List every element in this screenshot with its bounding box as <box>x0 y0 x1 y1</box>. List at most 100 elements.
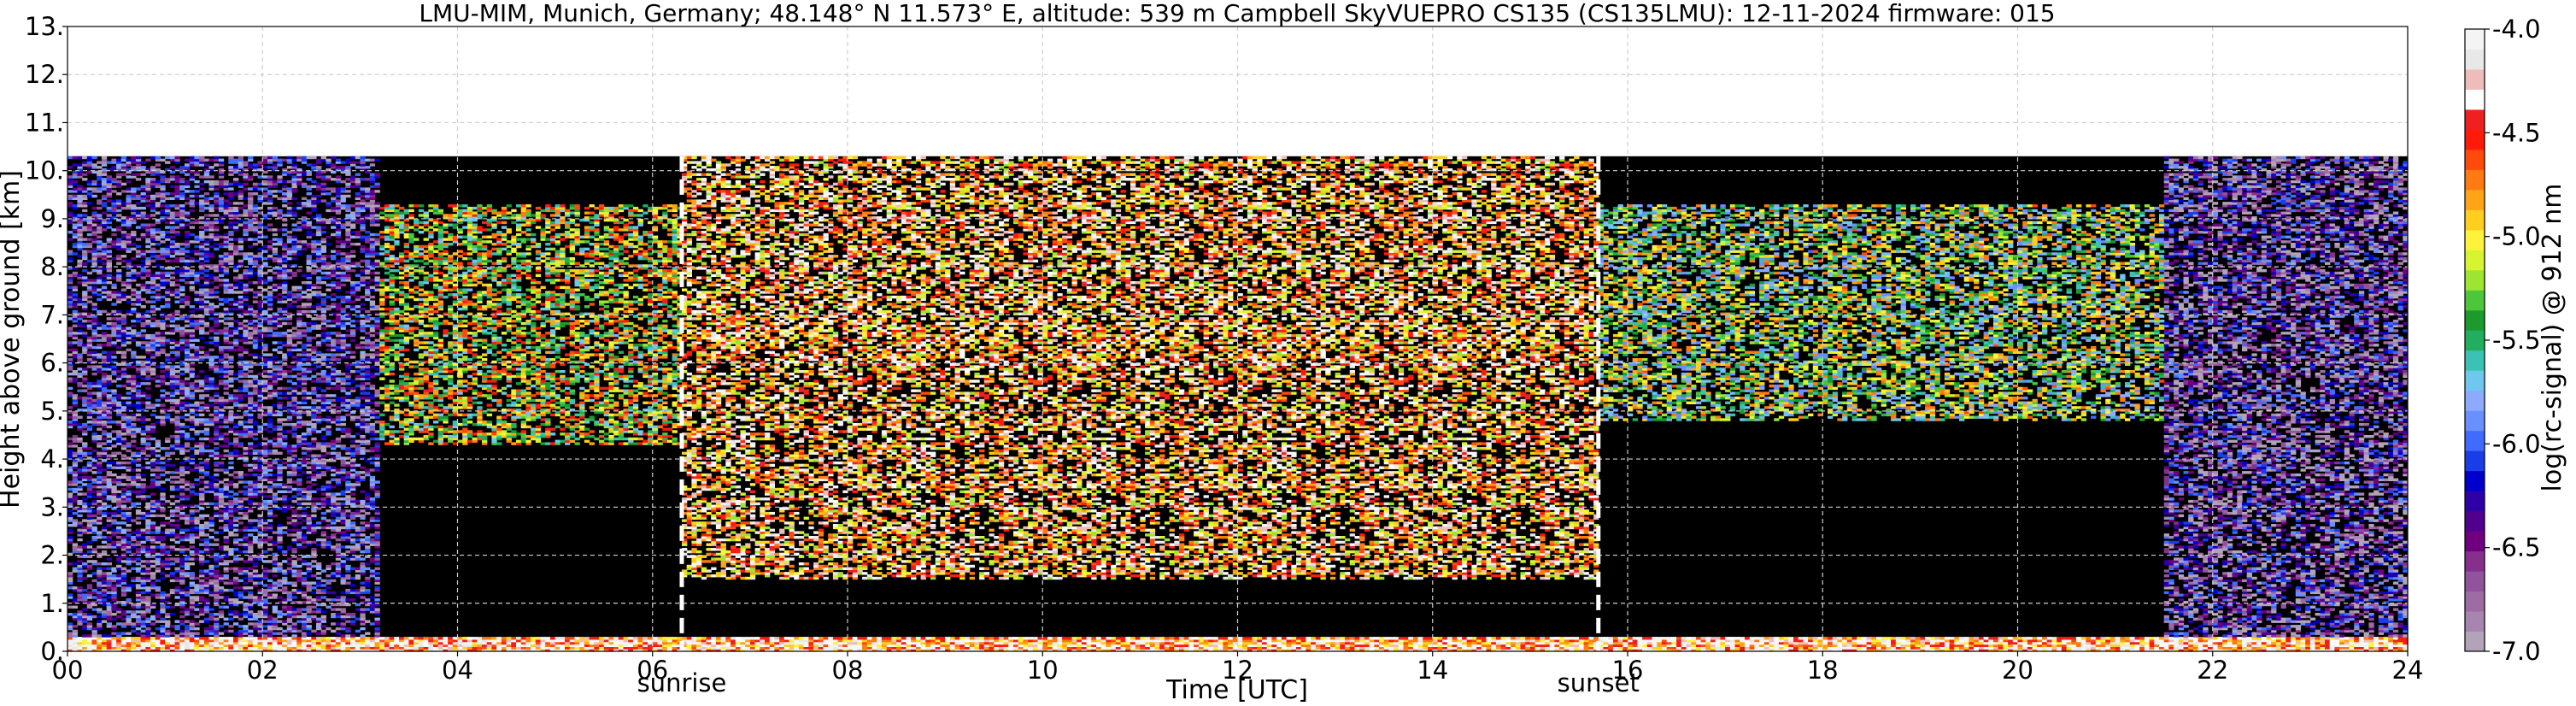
heat-cell <box>155 450 161 452</box>
heat-cell <box>92 627 97 630</box>
heat-cell <box>233 450 238 452</box>
heat-cell <box>126 248 132 250</box>
heat-cell <box>102 163 107 166</box>
heat-cell <box>121 495 126 497</box>
heat-cell <box>150 500 155 503</box>
heat-cell <box>150 622 155 625</box>
heat-cell <box>126 301 132 303</box>
heat-cell <box>224 204 229 207</box>
heat-cell <box>136 627 141 630</box>
heat-cell <box>87 289 92 291</box>
heat-cell <box>179 630 185 632</box>
heat-cell <box>136 402 141 404</box>
heat-cell <box>67 238 73 240</box>
heat-cell <box>136 509 141 512</box>
heat-cell <box>175 390 180 392</box>
heat-cell <box>111 462 116 464</box>
heat-cell <box>73 325 78 327</box>
heat-cell <box>97 187 102 190</box>
heat-cell <box>77 339 82 342</box>
heat-cell <box>150 248 155 250</box>
heat-cell <box>102 248 107 250</box>
heat-cell <box>209 185 214 188</box>
heat-cell <box>204 305 209 308</box>
heat-cell <box>238 580 244 582</box>
heat-cell <box>228 202 233 204</box>
heat-cell <box>67 416 73 419</box>
heat-cell <box>219 180 224 183</box>
heat-cell <box>145 512 150 515</box>
heat-cell <box>92 212 97 215</box>
heat-cell <box>131 351 136 354</box>
heat-cell <box>121 560 126 562</box>
heat-cell <box>165 373 170 375</box>
heat-cell <box>165 353 170 356</box>
heat-cell <box>141 569 146 572</box>
heat-cell <box>116 541 121 544</box>
heat-cell <box>170 373 175 375</box>
heat-cell <box>97 310 102 313</box>
heat-cell <box>170 192 175 195</box>
heat-cell <box>67 421 73 423</box>
heat-cell <box>121 529 126 532</box>
heat-cell <box>97 452 102 455</box>
heat-cell <box>160 531 165 533</box>
heat-cell <box>150 178 155 180</box>
heat-cell <box>131 276 136 279</box>
heat-cell <box>214 447 219 450</box>
heat-cell <box>160 536 165 538</box>
heat-cell <box>92 391 97 394</box>
heat-cell <box>175 416 180 419</box>
heat-cell <box>73 180 78 183</box>
heat-cell <box>136 174 141 176</box>
heat-cell <box>136 207 141 209</box>
heat-cell <box>170 613 175 615</box>
heat-cell <box>228 406 233 409</box>
heat-cell <box>102 373 107 375</box>
heat-cell <box>87 452 92 455</box>
heat-cell <box>111 444 116 447</box>
heat-cell <box>116 421 121 423</box>
heat-cell <box>170 325 175 327</box>
heat-cell <box>160 349 165 351</box>
heat-cell <box>131 491 136 493</box>
heat-cell <box>107 317 112 320</box>
heat-cell <box>219 610 224 613</box>
heat-cell <box>179 423 185 426</box>
heat-cell <box>107 538 112 541</box>
heat-cell <box>228 243 233 245</box>
heat-cell <box>170 503 175 505</box>
heat-cell <box>190 447 195 450</box>
heat-cell <box>102 289 107 291</box>
heat-cell <box>102 279 107 281</box>
heat-cell <box>92 464 97 467</box>
heat-cell <box>77 163 82 166</box>
heat-cell <box>92 329 97 332</box>
heat-cell <box>185 202 190 204</box>
heat-cell <box>233 517 238 520</box>
heat-cell <box>190 416 195 419</box>
heat-cell <box>107 185 112 188</box>
heat-cell <box>224 455 229 457</box>
heat-cell <box>97 224 102 227</box>
heat-cell <box>92 207 97 209</box>
heat-cell <box>111 276 116 279</box>
heat-cell <box>209 529 214 532</box>
heat-cell <box>170 351 175 354</box>
heat-cell <box>224 479 229 481</box>
heat-cell <box>87 483 92 485</box>
heat-cell <box>107 471 112 474</box>
heat-cell <box>82 291 87 293</box>
heat-cell <box>204 351 209 354</box>
heat-cell <box>77 368 82 370</box>
heat-cell <box>102 430 107 432</box>
heat-cell <box>131 365 136 368</box>
heat-cell <box>97 207 102 209</box>
heat-cell <box>170 580 175 582</box>
heat-cell <box>77 281 82 284</box>
heat-cell <box>204 618 209 621</box>
heat-cell <box>199 183 204 185</box>
heat-cell <box>107 245 112 248</box>
heat-cell <box>170 538 175 541</box>
heat-cell <box>228 630 233 632</box>
